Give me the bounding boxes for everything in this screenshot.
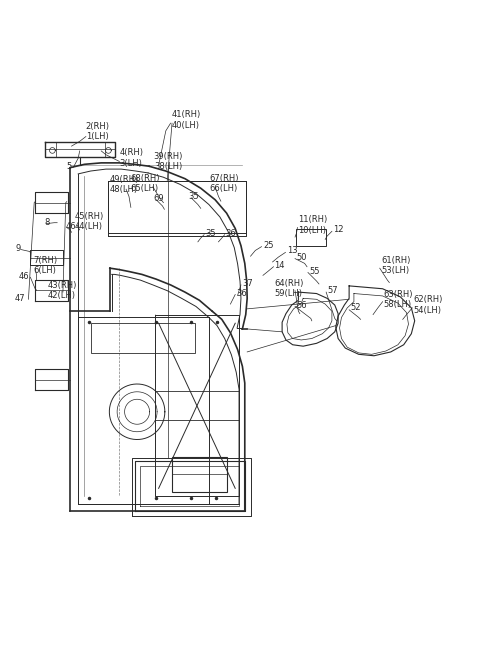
Text: 62(RH)
54(LH): 62(RH) 54(LH) xyxy=(413,295,443,315)
Text: 4(RH)
3(LH): 4(RH) 3(LH) xyxy=(120,148,144,168)
Bar xyxy=(297,229,326,246)
Text: 52: 52 xyxy=(350,303,360,312)
Text: 11(RH)
10(LH): 11(RH) 10(LH) xyxy=(299,215,328,235)
Text: 55: 55 xyxy=(310,267,320,276)
Text: 67(RH)
66(LH): 67(RH) 66(LH) xyxy=(209,174,239,193)
Text: 35: 35 xyxy=(188,192,199,201)
Text: 12: 12 xyxy=(333,226,344,234)
Text: 9: 9 xyxy=(15,244,20,253)
Text: 68(RH)
65(LH): 68(RH) 65(LH) xyxy=(130,174,159,193)
Text: 25: 25 xyxy=(263,241,274,250)
Text: 35: 35 xyxy=(205,229,216,237)
Text: 2(RH)
1(LH): 2(RH) 1(LH) xyxy=(86,122,110,142)
Text: 13: 13 xyxy=(287,246,298,255)
Text: 47: 47 xyxy=(15,294,25,303)
Text: 57: 57 xyxy=(327,286,338,295)
Text: 69: 69 xyxy=(153,194,164,203)
Text: 63(RH)
58(LH): 63(RH) 58(LH) xyxy=(384,289,413,309)
Text: 61(RH)
53(LH): 61(RH) 53(LH) xyxy=(381,256,410,276)
Text: 39(RH)
38(LH): 39(RH) 38(LH) xyxy=(154,152,183,171)
Text: 36: 36 xyxy=(226,229,236,237)
Text: 56: 56 xyxy=(297,300,307,310)
Text: 36: 36 xyxy=(236,289,247,298)
Text: 46: 46 xyxy=(19,272,29,281)
Text: 50: 50 xyxy=(297,253,307,262)
Text: 43(RH)
42(LH): 43(RH) 42(LH) xyxy=(48,281,77,300)
Text: 7(RH)
6(LH): 7(RH) 6(LH) xyxy=(33,256,58,276)
Text: 45(RH)
44(LH): 45(RH) 44(LH) xyxy=(75,212,104,232)
Text: 49(RH)
48(LH): 49(RH) 48(LH) xyxy=(110,174,139,194)
Text: 64(RH)
59(LH): 64(RH) 59(LH) xyxy=(275,279,304,298)
Bar xyxy=(172,457,227,492)
Text: 41(RH)
40(LH): 41(RH) 40(LH) xyxy=(172,110,201,129)
Text: 14: 14 xyxy=(275,261,285,270)
Text: 46: 46 xyxy=(65,222,76,231)
Text: 8: 8 xyxy=(45,218,50,227)
Text: 37: 37 xyxy=(242,279,253,289)
Text: 5: 5 xyxy=(66,162,72,171)
Bar xyxy=(91,323,195,353)
